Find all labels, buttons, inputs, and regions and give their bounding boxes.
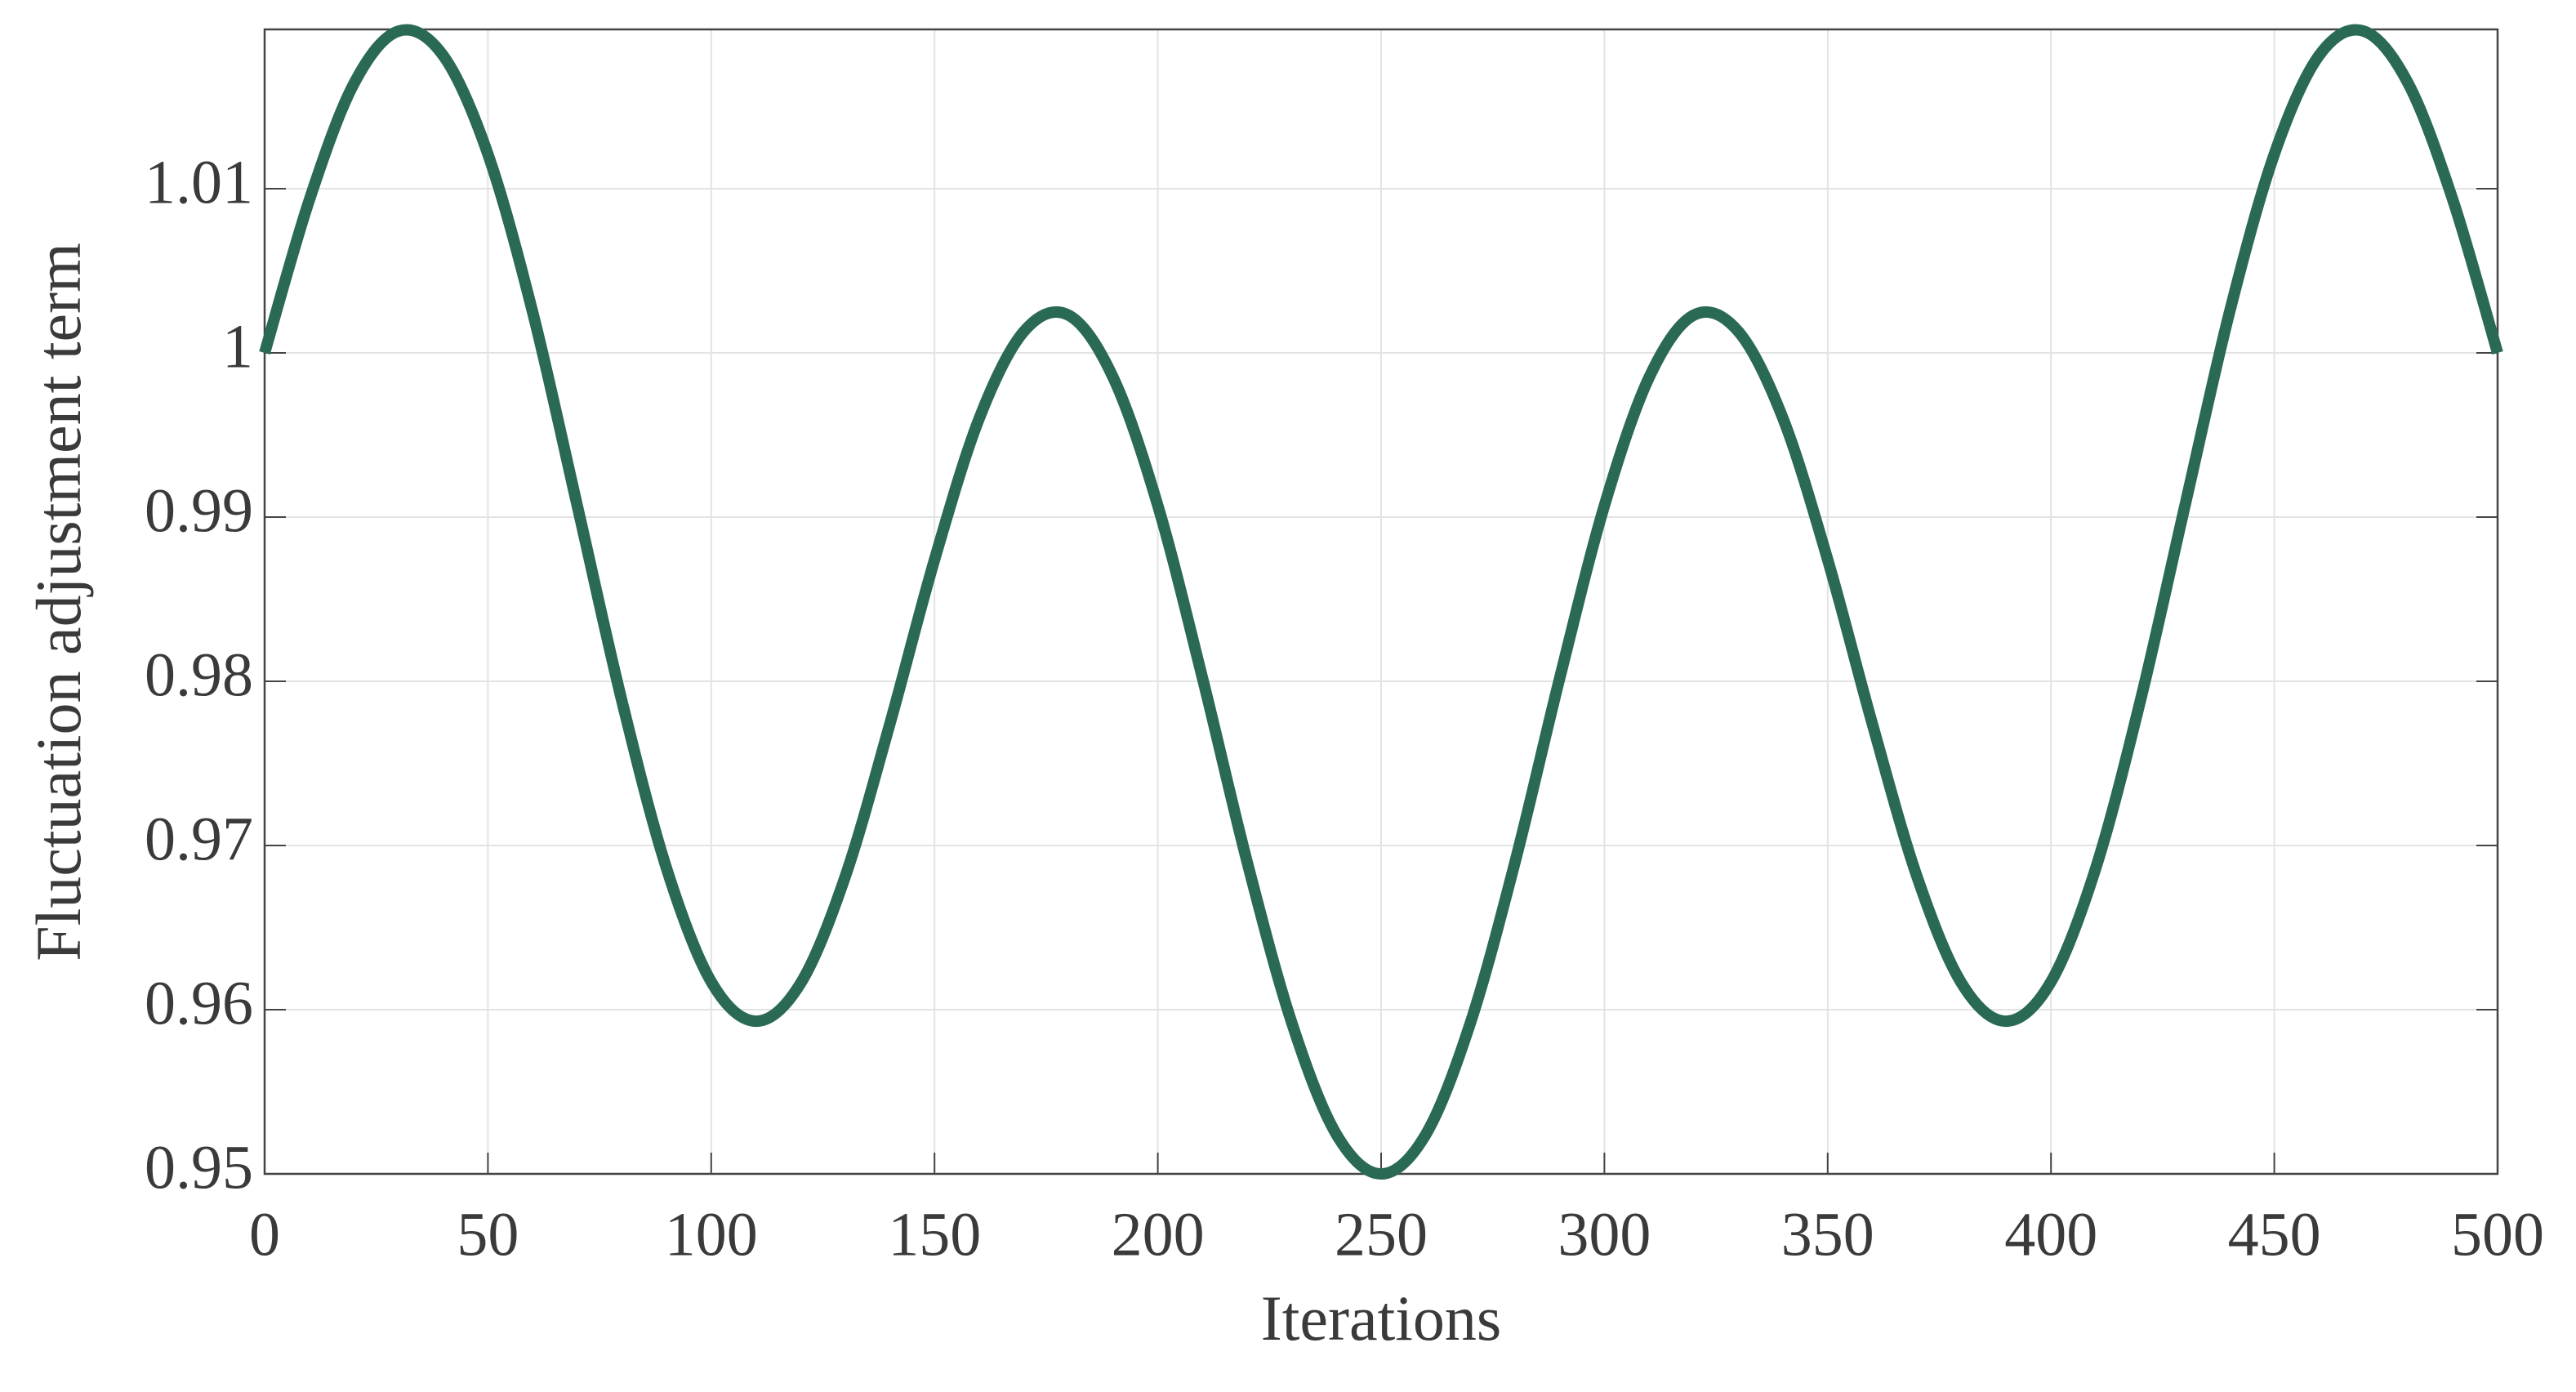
x-tick-label: 200 (1112, 1200, 1205, 1269)
x-tick-label: 300 (1558, 1200, 1651, 1269)
x-axis-label: Iterations (1261, 1283, 1502, 1354)
data-line (259, 24, 2503, 1180)
y-tick-label: 0.99 (145, 476, 253, 545)
y-tick-label: 0.96 (145, 969, 253, 1037)
y-tick-label: 1.01 (145, 148, 253, 216)
y-axis-label: Fluctuation adjustment term (23, 243, 94, 961)
x-tick-label: 150 (888, 1200, 981, 1269)
x-tick-label: 50 (457, 1200, 519, 1269)
x-tick-label: 400 (2004, 1200, 2097, 1269)
y-tick-label: 0.95 (145, 1133, 253, 1202)
x-tick-label: 500 (2451, 1200, 2544, 1269)
x-tick-label: 350 (1781, 1200, 1874, 1269)
y-tick-label: 0.98 (145, 640, 253, 709)
x-tick-label: 0 (249, 1200, 280, 1269)
x-tick-label: 450 (2228, 1200, 2321, 1269)
y-tick-label: 1 (222, 312, 253, 381)
x-tick-label: 250 (1335, 1200, 1428, 1269)
y-tick-label: 0.97 (145, 805, 253, 873)
x-tick-label: 100 (665, 1200, 758, 1269)
